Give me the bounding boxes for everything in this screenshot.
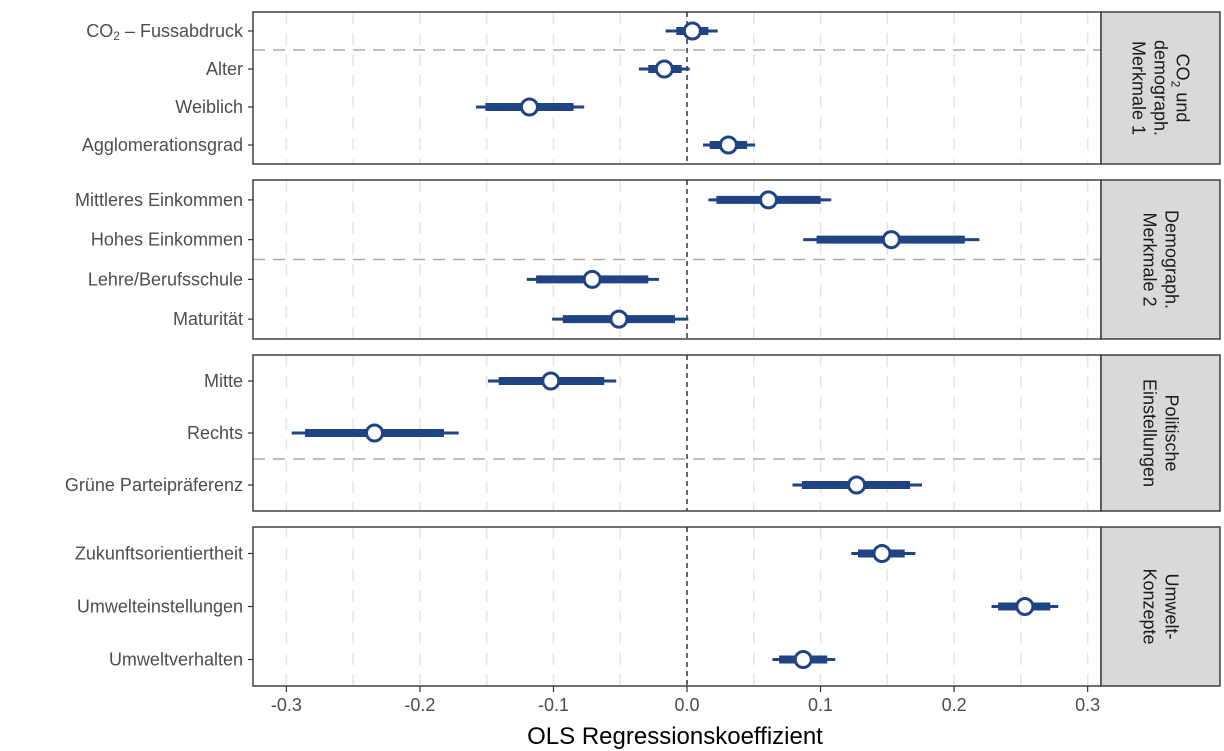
y-tick-label: Hohes Einkommen	[91, 230, 243, 250]
term-3-3	[792, 475, 923, 495]
point-estimate	[682, 21, 702, 41]
point-estimate	[609, 309, 629, 329]
panel-2: Mittleres Einkommen Hohes Einkommen Lehre/…	[75, 179, 1221, 340]
term-2-2	[803, 230, 980, 250]
facet-strip	[1100, 526, 1221, 687]
facet-strip	[1100, 11, 1221, 165]
point-estimate	[758, 190, 778, 210]
x-tick-label: 0.1	[808, 695, 833, 715]
term-1-4	[703, 135, 756, 155]
x-tick-label: -0.2	[404, 695, 435, 715]
facet-strip-label: Umwelt-Konzepte	[1140, 568, 1182, 644]
y-tick-label: Alter	[206, 59, 243, 79]
y-tick-label: Umweltverhalten	[109, 650, 243, 670]
term-4-1	[851, 544, 916, 563]
facet-strip-label: Demograph.Merkmale 2	[1140, 210, 1182, 309]
term-2-3	[526, 269, 659, 289]
term-3-1	[488, 371, 617, 391]
panel-4: Zukunftsorientiertheit Umwelteinstellunge…	[75, 526, 1221, 687]
x-tick-label: -0.1	[538, 695, 569, 715]
x-tick-label: -0.3	[271, 695, 302, 715]
y-tick-label: Weiblich	[175, 97, 243, 117]
point-estimate	[541, 371, 561, 391]
y-tick-label: CO2 – Fussabdruck	[86, 21, 244, 43]
facet-strip-label: CO2 unddemograph.Merkmale 1	[1129, 40, 1193, 136]
y-tick-label: Rechts	[187, 423, 243, 443]
point-estimate	[718, 135, 738, 155]
panel-background	[253, 12, 1101, 164]
y-tick-label: Agglomerationsgrad	[82, 135, 243, 155]
y-tick-label: Umwelteinstellungen	[77, 597, 243, 617]
facet-strip-label: PolitischeEinstellungen	[1140, 379, 1182, 487]
y-tick-label: Maturität	[173, 309, 243, 329]
y-tick-label: Zukunftsorientiertheit	[75, 544, 243, 564]
y-tick-label: Lehre/Berufsschule	[88, 269, 243, 289]
panel-3: Mitte Rechts Grüne Parteipräferenz Politisc…	[65, 354, 1221, 512]
x-axis: -0.3 -0.2 -0.1 0.0 0.1 0.2 0.3	[271, 686, 1100, 715]
x-tick-label: 0.0	[675, 695, 700, 715]
x-tick-label: 0.2	[942, 695, 967, 715]
y-tick-label: Mitte	[204, 371, 243, 391]
term-3-2	[291, 423, 459, 443]
point-estimate	[1015, 597, 1035, 616]
x-axis-title: OLS Regressionskoeffizient	[527, 723, 823, 750]
term-1-2	[638, 59, 690, 79]
point-estimate	[872, 544, 892, 563]
term-1-1	[665, 21, 718, 41]
panel-1: CO2 – Fussabdruck Alter Weiblich Agglomerat…	[82, 11, 1221, 165]
term-2-1	[708, 190, 832, 210]
point-estimate	[654, 59, 674, 79]
facet-strip	[1100, 179, 1221, 340]
x-tick-label: 0.3	[1075, 695, 1100, 715]
point-estimate	[582, 269, 602, 289]
point-estimate	[519, 97, 539, 117]
y-tick-label: Grüne Parteipräferenz	[65, 475, 243, 495]
point-estimate	[793, 650, 813, 669]
term-4-2	[991, 597, 1059, 616]
point-estimate	[847, 475, 867, 495]
facet-strip	[1100, 354, 1221, 512]
term-1-3	[476, 97, 585, 117]
y-tick-label: Mittleres Einkommen	[75, 190, 243, 210]
term-2-4	[552, 309, 689, 329]
point-estimate	[365, 423, 385, 443]
point-estimate	[881, 230, 901, 250]
term-4-3	[772, 650, 836, 669]
panel-background	[253, 527, 1101, 686]
facet-panels: CO2 – Fussabdruck Alter Weiblich Agglomerat…	[65, 11, 1221, 687]
